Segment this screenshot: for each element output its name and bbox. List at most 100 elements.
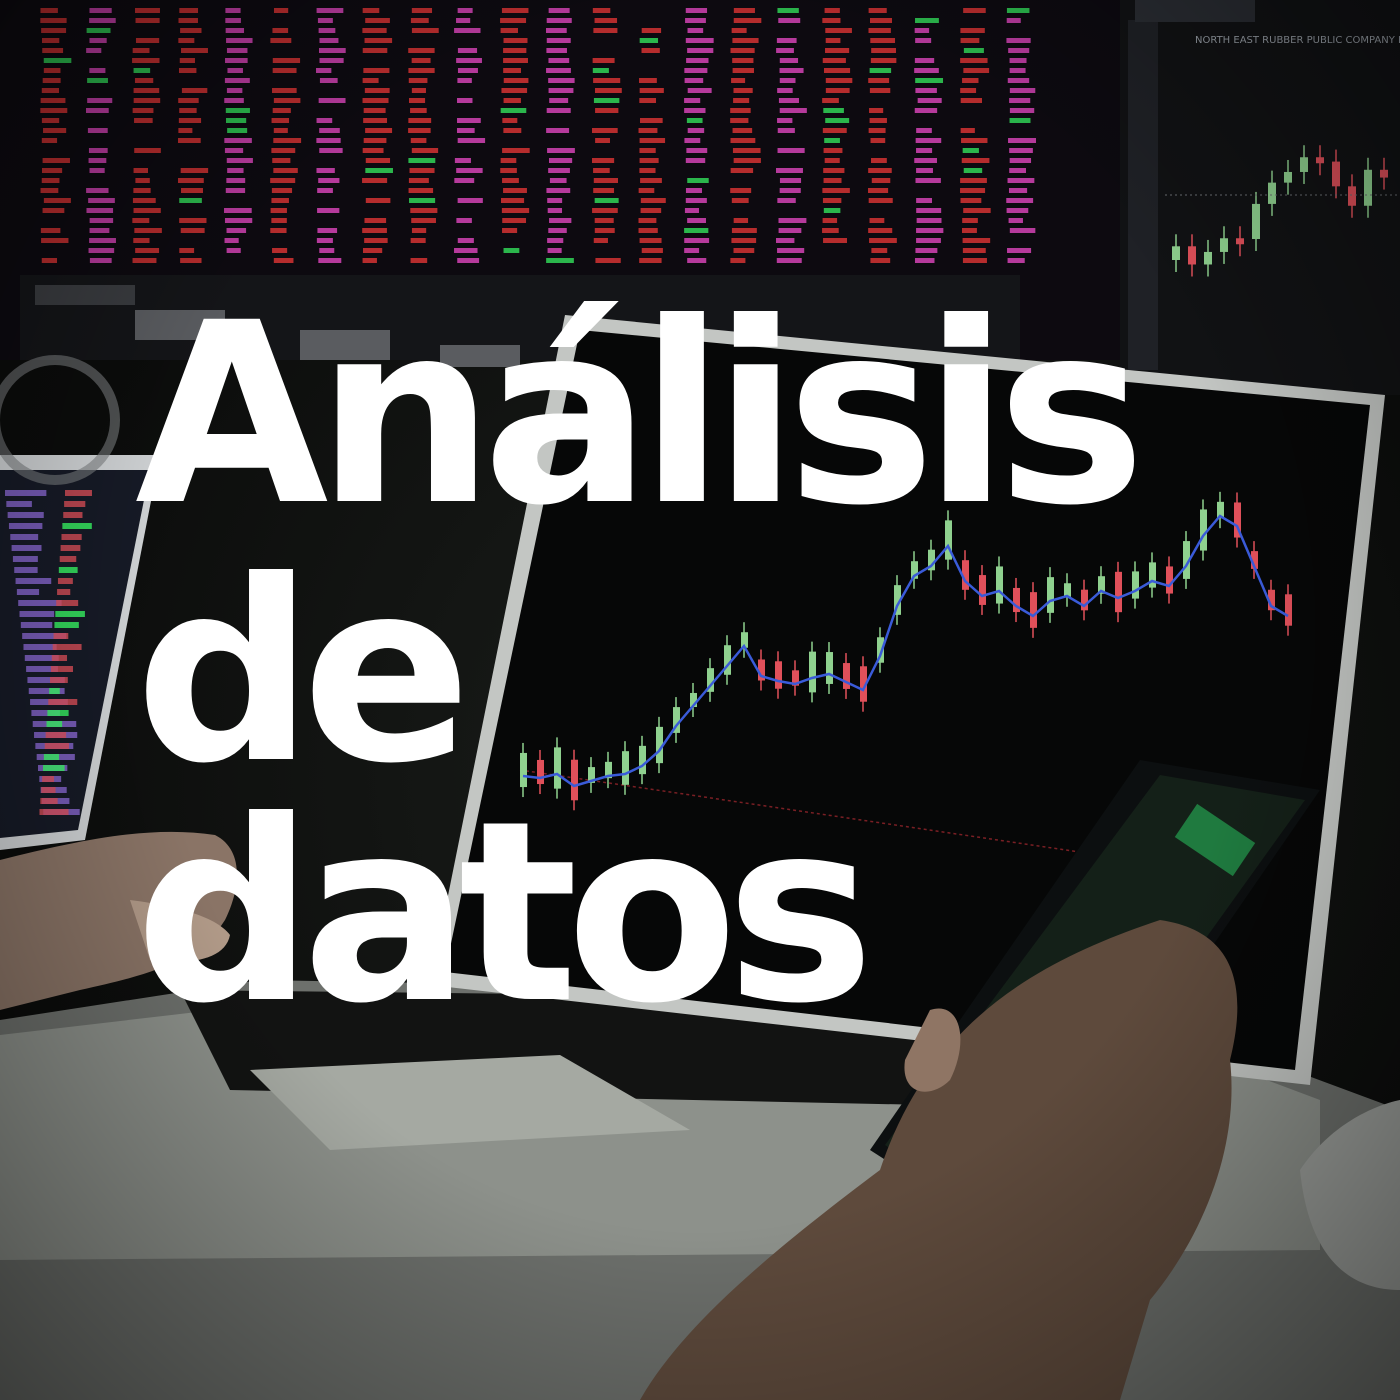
ticker-cell (411, 58, 431, 63)
ticker-cell (500, 198, 525, 203)
ticker-cell (411, 88, 426, 93)
left-bar (22, 633, 67, 639)
ticker-cell (546, 68, 571, 73)
ticker-cell (40, 188, 59, 193)
ticker-cell (500, 28, 518, 33)
ticker-cell (822, 218, 838, 223)
ticker-cell (410, 258, 428, 263)
ticker-cell (41, 38, 60, 43)
ticker-cell (1007, 78, 1030, 83)
left-bar (57, 578, 73, 584)
ticker-cell (456, 168, 483, 173)
monitor-candle-body (1204, 251, 1212, 265)
ticker-cell (1008, 218, 1023, 223)
ticker-cell (40, 228, 61, 233)
ticker-cell (272, 58, 301, 63)
ticker-cell (178, 68, 197, 73)
ticker-cell (593, 178, 619, 183)
ticker-cell (40, 8, 58, 13)
ticker-cell (365, 18, 390, 23)
ticker-cell (684, 248, 700, 253)
left-bar (57, 589, 71, 595)
ticker-cell (730, 48, 755, 53)
ticker-cell (685, 188, 702, 193)
ticker-cell (1009, 158, 1032, 163)
ticker-cell (730, 188, 752, 193)
ticker-cell (364, 218, 387, 223)
ticker-cell (687, 258, 707, 263)
ticker-cell (640, 118, 663, 123)
ticker-cell (684, 98, 701, 103)
ticker-cell (319, 148, 343, 153)
ticker-cell (687, 48, 714, 53)
ticker-cell (362, 228, 387, 233)
ticker-cell (687, 178, 709, 183)
ticker-cell (822, 98, 839, 103)
ticker-cell (823, 108, 844, 113)
ticker-cell (362, 8, 380, 13)
ticker-cell (731, 78, 746, 83)
ticker-cell (961, 158, 990, 163)
ticker-cell (960, 38, 980, 43)
left-bar (23, 644, 57, 650)
ticker-cell (132, 198, 156, 203)
ticker-cell (227, 68, 243, 73)
ticker-cell (870, 138, 886, 143)
ticker-cell (639, 238, 662, 243)
ticker-cell (179, 218, 207, 223)
ticker-cell (870, 38, 896, 43)
ticker-cell (868, 78, 890, 83)
laptop-candle-body (962, 560, 969, 590)
ticker-cell (456, 18, 471, 23)
ticker-cell (824, 158, 840, 163)
ticker-cell (133, 238, 150, 243)
ticker-cell (1007, 258, 1025, 263)
ticker-cell (224, 218, 253, 223)
ticker-cell (89, 68, 106, 73)
ticker-cell (502, 178, 519, 183)
ticker-cell (594, 198, 619, 203)
ticker-cell (687, 28, 704, 33)
ticker-cell (547, 198, 563, 203)
laptop-candle-body (1047, 577, 1054, 613)
laptop-candle-body (1183, 541, 1190, 579)
laptop-candle-body (1268, 589, 1275, 611)
ticker-cell (133, 188, 151, 193)
ticker-cell (409, 168, 435, 173)
ticker-cell (778, 98, 799, 103)
ticker-cell (226, 38, 253, 43)
ticker-cell (868, 188, 889, 193)
ticker-cell (871, 248, 888, 253)
ticker-cell (410, 138, 427, 143)
ticker-cell (132, 218, 150, 223)
ticker-cell (41, 258, 58, 263)
ticker-cell (730, 118, 749, 123)
ticker-cell (271, 198, 289, 203)
ticker-cell (273, 138, 302, 143)
ticker-cell (226, 228, 247, 233)
monitor-candle-body (1268, 182, 1276, 204)
ticker-cell (639, 168, 656, 173)
ticker-cell (316, 118, 333, 123)
left-bar (54, 622, 79, 628)
ticker-cell (871, 48, 896, 53)
left-bar (47, 710, 69, 716)
ticker-cell (134, 148, 161, 153)
ticker-cell (133, 208, 161, 213)
ticker-cell (962, 228, 977, 233)
ticker-cell (548, 88, 574, 93)
ticker-cell (362, 148, 384, 153)
laptop-candle-body (571, 759, 578, 801)
ticker-cell (43, 128, 67, 133)
ticker-cell (593, 28, 618, 33)
ticker-cell (180, 228, 205, 233)
screen-caption: NORTH EAST RUBBER PUBLIC COMPANY LIMITED (1195, 35, 1400, 46)
ticker-cell (549, 98, 569, 103)
ticker-cell (1009, 118, 1031, 123)
left-bar (14, 567, 38, 573)
monitor-candle-body (1364, 169, 1372, 206)
laptop-candle-body (979, 575, 986, 605)
ticker-cell (823, 208, 841, 213)
ticker-cell (684, 68, 708, 73)
ticker-cell (825, 88, 850, 93)
